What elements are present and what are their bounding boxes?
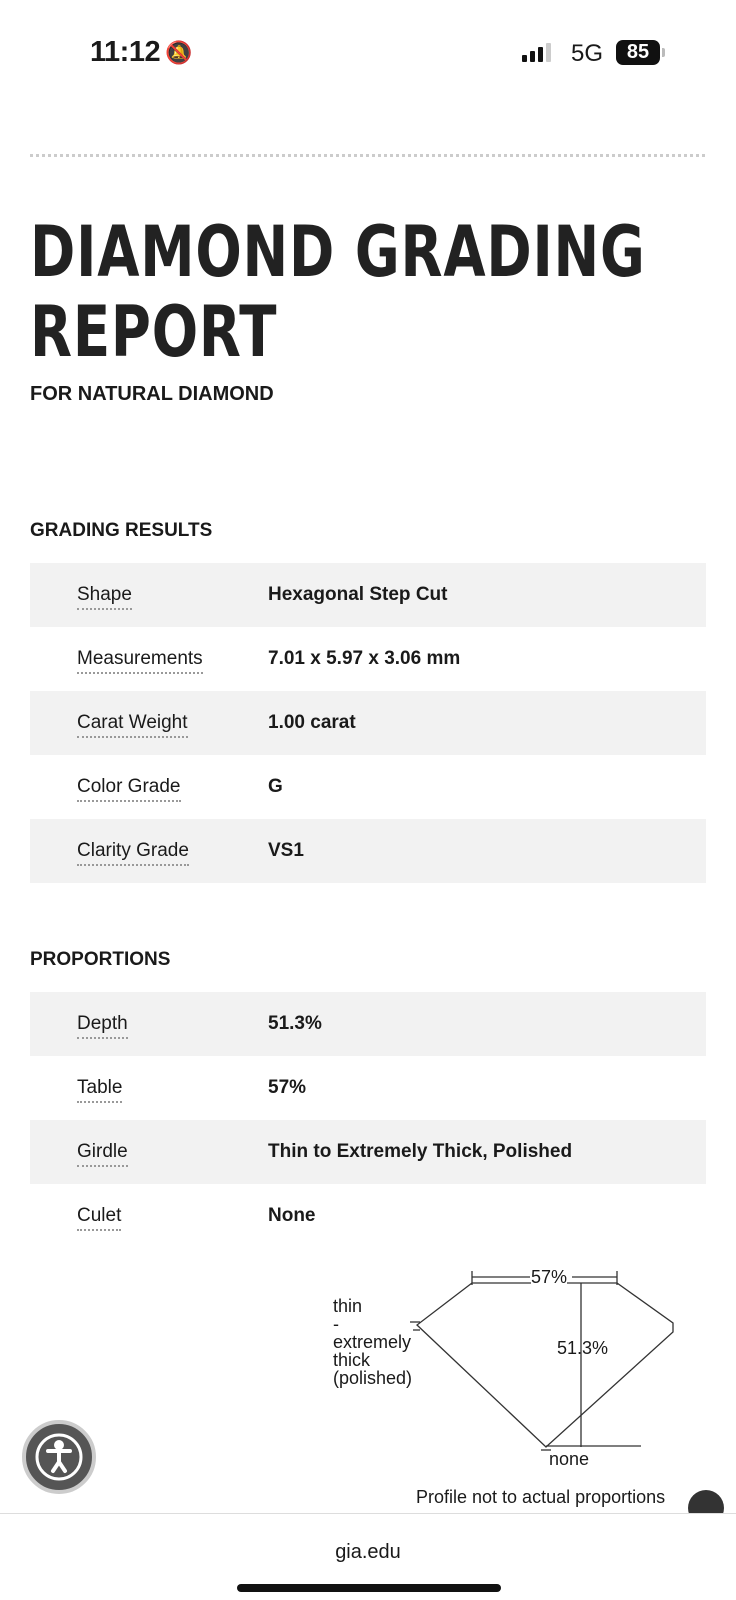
row-label[interactable]: Depth xyxy=(77,1013,128,1039)
divider xyxy=(30,154,705,157)
table-row: Culet None xyxy=(30,1184,706,1248)
clock: 11:12 xyxy=(90,36,161,68)
row-value: Hexagonal Step Cut xyxy=(268,584,448,605)
table-row: Color Grade G xyxy=(30,755,706,819)
table-percent-label: 57% xyxy=(531,1267,568,1287)
row-label[interactable]: Culet xyxy=(77,1205,122,1231)
table-row: Shape Hexagonal Step Cut xyxy=(30,563,706,627)
browser-address-bar: gia.edu xyxy=(0,1513,736,1600)
table-row: Clarity Grade VS1 xyxy=(30,819,706,883)
row-label[interactable]: Carat Weight xyxy=(77,712,188,738)
accessibility-button[interactable] xyxy=(22,1420,96,1494)
row-value: G xyxy=(268,776,283,797)
row-label[interactable]: Shape xyxy=(77,584,132,610)
table-row: Carat Weight 1.00 carat xyxy=(30,691,706,755)
diamond-outline xyxy=(415,1282,674,1448)
grading-results-table: Shape Hexagonal Step Cut Measurements 7.01… xyxy=(30,563,706,883)
row-label[interactable]: Table xyxy=(77,1077,123,1103)
battery-icon: 85 xyxy=(616,40,665,65)
page-subtitle: FOR NATURAL DIAMOND xyxy=(30,383,274,405)
proportions-heading: PROPORTIONS xyxy=(30,949,171,970)
bell-slash-icon: 🔕 xyxy=(165,40,193,65)
url-label[interactable]: gia.edu xyxy=(335,1541,401,1563)
table-row: Girdle Thin to Extremely Thick, Polished xyxy=(30,1120,706,1184)
signal-icon xyxy=(522,43,551,62)
row-label[interactable]: Measurements xyxy=(77,648,203,674)
row-value: None xyxy=(268,1205,316,1226)
depth-percent-label: 51.3% xyxy=(557,1338,609,1358)
row-value: Thin to Extremely Thick, Polished xyxy=(268,1141,573,1162)
proportions-table: Depth 51.3% Table 57% Girdle Thin to Extrem… xyxy=(30,992,706,1248)
row-value: 7.01 x 5.97 x 3.06 mm xyxy=(268,648,461,669)
row-value: VS1 xyxy=(268,840,304,861)
accessibility-icon xyxy=(35,1433,83,1481)
table-row: Depth 51.3% xyxy=(30,992,706,1056)
row-value: 1.00 carat xyxy=(268,712,356,733)
network-type: 5G xyxy=(571,40,604,67)
culet-label: none xyxy=(549,1449,590,1469)
girdle-label: thin - extremely thick (polished) xyxy=(333,1296,413,1388)
grading-results-heading: GRADING RESULTS xyxy=(30,520,213,541)
page-title: DIAMOND GRADING REPORT xyxy=(30,211,646,373)
row-label[interactable]: Clarity Grade xyxy=(77,840,189,866)
table-row: Measurements 7.01 x 5.97 x 3.06 mm xyxy=(30,627,706,691)
status-bar: 11:12 🔕 5G 85 xyxy=(0,36,736,72)
row-value: 57% xyxy=(268,1077,307,1098)
table-row: Table 57% xyxy=(30,1056,706,1120)
diagram-note: Profile not to actual proportions xyxy=(416,1487,666,1507)
row-label[interactable]: Color Grade xyxy=(77,776,181,802)
row-label[interactable]: Girdle xyxy=(77,1141,128,1167)
row-value: 51.3% xyxy=(268,1013,322,1034)
home-indicator[interactable] xyxy=(237,1584,501,1592)
